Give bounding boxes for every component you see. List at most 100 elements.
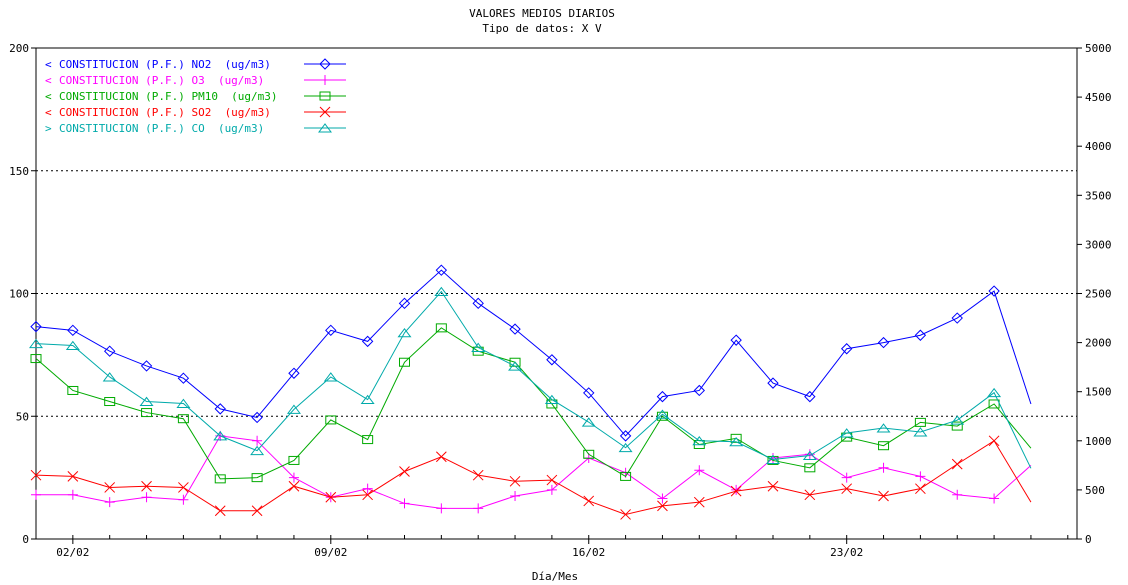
data-point (693, 496, 705, 508)
data-point (213, 431, 228, 441)
data-point (435, 451, 447, 463)
x-axis-label: Día/Mes (532, 570, 578, 583)
data-point (508, 361, 523, 371)
data-point (214, 403, 226, 415)
data-point (398, 297, 411, 310)
data-point (325, 491, 337, 503)
data-point (509, 323, 521, 335)
data-point (435, 323, 447, 333)
data-point (104, 497, 115, 508)
data-point (618, 442, 633, 453)
data-point (178, 494, 189, 505)
data-point (104, 397, 116, 407)
legend-axis-arrow: > (45, 122, 52, 135)
data-point (620, 509, 631, 520)
series-triangle (29, 286, 1032, 469)
data-point (398, 357, 410, 367)
legend-label: CONSTITUCION (P.F.) CO (ug/m3) (59, 122, 264, 135)
data-point (67, 324, 79, 337)
legend-marker (318, 123, 332, 133)
data-point (546, 354, 558, 366)
y2-tick-label: 500 (1085, 484, 1105, 497)
y2-tick-label: 1500 (1085, 386, 1112, 399)
y2-tick-label: 4000 (1085, 140, 1112, 153)
legend: < CONSTITUCION (P.F.) NO2 (ug/m3) < CONSTIT… (45, 58, 346, 135)
series-line (35, 290, 1032, 469)
data-point (102, 372, 117, 382)
data-point (177, 372, 190, 384)
data-point (65, 340, 80, 351)
data-point (251, 505, 263, 517)
data-point (583, 449, 595, 459)
data-point (436, 503, 447, 514)
legend-label: CONSTITUCION (P.F.) O3 (ug/m3) (59, 74, 264, 87)
data-point (767, 377, 779, 389)
data-point (988, 285, 1000, 297)
data-point (730, 433, 742, 443)
data-point (397, 327, 412, 338)
data-point (288, 455, 300, 465)
data-point (214, 505, 226, 517)
series-line (35, 440, 1032, 515)
data-point (288, 472, 299, 483)
data-point (730, 334, 742, 346)
grid (36, 170, 1077, 417)
data-point (472, 469, 484, 481)
data-point (509, 475, 521, 487)
y2-tick-label: 2500 (1085, 288, 1112, 301)
data-point (67, 471, 79, 482)
chart-title: VALORES MEDIOS DIARIOS (469, 7, 615, 20)
data-point (988, 435, 1000, 447)
legend-marker (319, 58, 331, 70)
data-point (251, 473, 263, 483)
data-point (804, 463, 816, 473)
data-point (915, 483, 926, 495)
data-point (876, 423, 891, 433)
data-point (325, 415, 337, 425)
y2-tick-label: 0 (1085, 533, 1092, 546)
data-point (914, 417, 926, 427)
series-diamond (30, 264, 1032, 442)
data-point (544, 394, 559, 405)
legend-label: CONSTITUCION (P.F.) NO2 (ug/m3) (59, 58, 271, 71)
data-point (176, 398, 191, 408)
y2-tick-label: 5000 (1085, 42, 1112, 55)
data-point (250, 445, 265, 456)
data-point (323, 372, 338, 382)
data-point (878, 490, 889, 502)
legend-axis-arrow: < (45, 58, 52, 71)
data-point (951, 312, 963, 324)
data-point (29, 338, 43, 349)
data-point (840, 343, 853, 355)
data-point (434, 286, 449, 297)
data-point (950, 415, 965, 425)
data-point (620, 471, 632, 481)
axes: 0501001502000500100015002000250030003500… (9, 42, 1111, 559)
chart-subtitle: Tipo de datos: X V (482, 22, 602, 35)
data-point (141, 492, 152, 503)
data-point (802, 450, 817, 461)
data-point (804, 489, 816, 501)
series-line (36, 435, 1032, 509)
data-point (693, 384, 705, 397)
data-point (878, 441, 890, 451)
data-point (30, 320, 42, 333)
x-tick-label: 02/02 (56, 546, 89, 559)
legend-marker (319, 106, 331, 118)
data-point (877, 336, 890, 349)
data-point (362, 489, 373, 501)
data-point (141, 480, 152, 492)
data-point (510, 491, 521, 502)
data-point (839, 428, 854, 438)
y2-tick-label: 3000 (1085, 238, 1112, 251)
data-point (951, 458, 963, 470)
data-point (139, 396, 154, 407)
data-point (952, 489, 963, 500)
legend-marker (319, 91, 331, 101)
data-point (913, 427, 928, 437)
data-point (583, 387, 595, 399)
data-point (619, 430, 632, 442)
data-point (362, 435, 374, 445)
data-point (767, 480, 779, 492)
